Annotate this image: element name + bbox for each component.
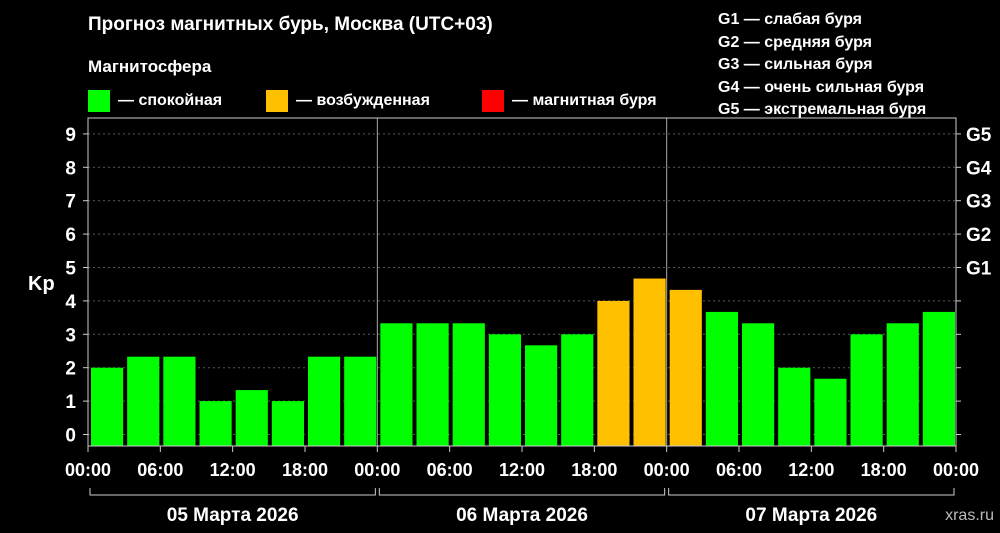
legend-heading: Магнитосфера	[88, 57, 212, 76]
storm-scale-g2: G2 — средняя буря	[718, 33, 872, 51]
x-tick-label-9: 06:00	[716, 460, 762, 480]
watermark: xras.ru	[945, 507, 994, 524]
bar-18	[742, 323, 775, 446]
x-tick-label-0: 00:00	[65, 460, 111, 480]
day-label-2: 07 Марта 2026	[745, 505, 877, 526]
legend-swatch-active	[266, 90, 288, 112]
right-axis-label-g4: G4	[966, 158, 992, 179]
x-tick-label-11: 18:00	[861, 460, 907, 480]
y-tick-label-2: 2	[65, 359, 76, 380]
bar-1	[127, 356, 160, 446]
bar-10	[452, 323, 485, 446]
y-axis-label: Kp	[28, 273, 55, 295]
x-tick-label-5: 06:00	[427, 460, 473, 480]
y-tick-label-6: 6	[65, 225, 76, 246]
day-bracket-0	[89, 488, 376, 496]
y-tick-label-4: 4	[65, 292, 76, 313]
x-tick-label-4: 00:00	[354, 460, 400, 480]
y-tick-label-0: 0	[65, 426, 76, 447]
day-label-1: 06 Марта 2026	[456, 505, 588, 526]
bar-8	[380, 323, 413, 446]
bar-12	[525, 345, 558, 446]
storm-scale-g5: G5 — экстремальная буря	[718, 101, 927, 118]
bar-16	[669, 289, 702, 446]
bar-0	[91, 367, 124, 446]
x-tick-label-2: 12:00	[210, 460, 256, 480]
x-tick-label-1: 06:00	[137, 460, 183, 480]
legend-label-active: — возбужденная	[296, 92, 430, 109]
page-title: Прогноз магнитных бурь, Москва (UTC+03)	[88, 14, 493, 35]
day-bracket-1	[378, 488, 666, 496]
bar-9	[416, 323, 449, 446]
x-tick-label-3: 18:00	[282, 460, 328, 480]
legend-item-active: — возбужденная	[266, 90, 430, 112]
bar-15	[633, 278, 666, 446]
bar-23	[922, 311, 955, 446]
x-tick-label-7: 18:00	[571, 460, 617, 480]
bar-6	[308, 356, 341, 446]
storm-scale-legend: G1 — слабая буря G2 — средняя буря G3 — …	[718, 9, 926, 122]
bar-7	[344, 356, 377, 446]
y-tick-label-8: 8	[65, 158, 76, 179]
y-tick-label-5: 5	[65, 259, 76, 280]
day-label-0: 05 Марта 2026	[167, 505, 299, 526]
bar-2	[163, 356, 196, 446]
x-tick-label-10: 12:00	[788, 460, 834, 480]
y-tick-label-7: 7	[65, 192, 76, 213]
bar-22	[886, 323, 919, 446]
bar-14	[597, 300, 630, 446]
legend-swatch-quiet	[88, 90, 110, 112]
legend-item-storm: — магнитная буря	[482, 90, 657, 112]
storm-scale-g4: G4 — очень сильная буря	[718, 78, 925, 96]
bar-11	[488, 334, 521, 446]
legend-swatch-storm	[482, 90, 504, 112]
bar-13	[561, 334, 594, 446]
x-tick-label-8: 00:00	[644, 460, 690, 480]
right-axis-label-g5: G5	[966, 125, 992, 146]
bar-21	[850, 334, 883, 446]
storm-scale-g1: G1 — слабая буря	[718, 11, 863, 28]
right-axis-label-g2: G2	[966, 225, 991, 246]
bar-19	[778, 367, 811, 446]
bar-5	[271, 401, 304, 446]
bar-20	[814, 378, 847, 446]
bar-17	[705, 311, 738, 446]
bar-4	[235, 390, 268, 446]
day-bracket-2	[668, 488, 955, 496]
x-tick-label-6: 12:00	[499, 460, 545, 480]
y-tick-label-1: 1	[65, 392, 76, 413]
storm-scale-g3: G3 — сильная буря	[718, 56, 873, 73]
legend-item-quiet: — спокойная	[88, 90, 222, 112]
legend-label-quiet: — спокойная	[118, 92, 223, 109]
legend-label-storm: — магнитная буря	[512, 92, 657, 109]
y-tick-label-3: 3	[65, 325, 76, 346]
right-axis-label-g1: G1	[966, 259, 992, 280]
bar-3	[199, 401, 232, 446]
x-tick-label-12: 00:00	[933, 460, 979, 480]
y-tick-label-9: 9	[65, 125, 76, 146]
right-axis-label-g3: G3	[966, 192, 991, 213]
